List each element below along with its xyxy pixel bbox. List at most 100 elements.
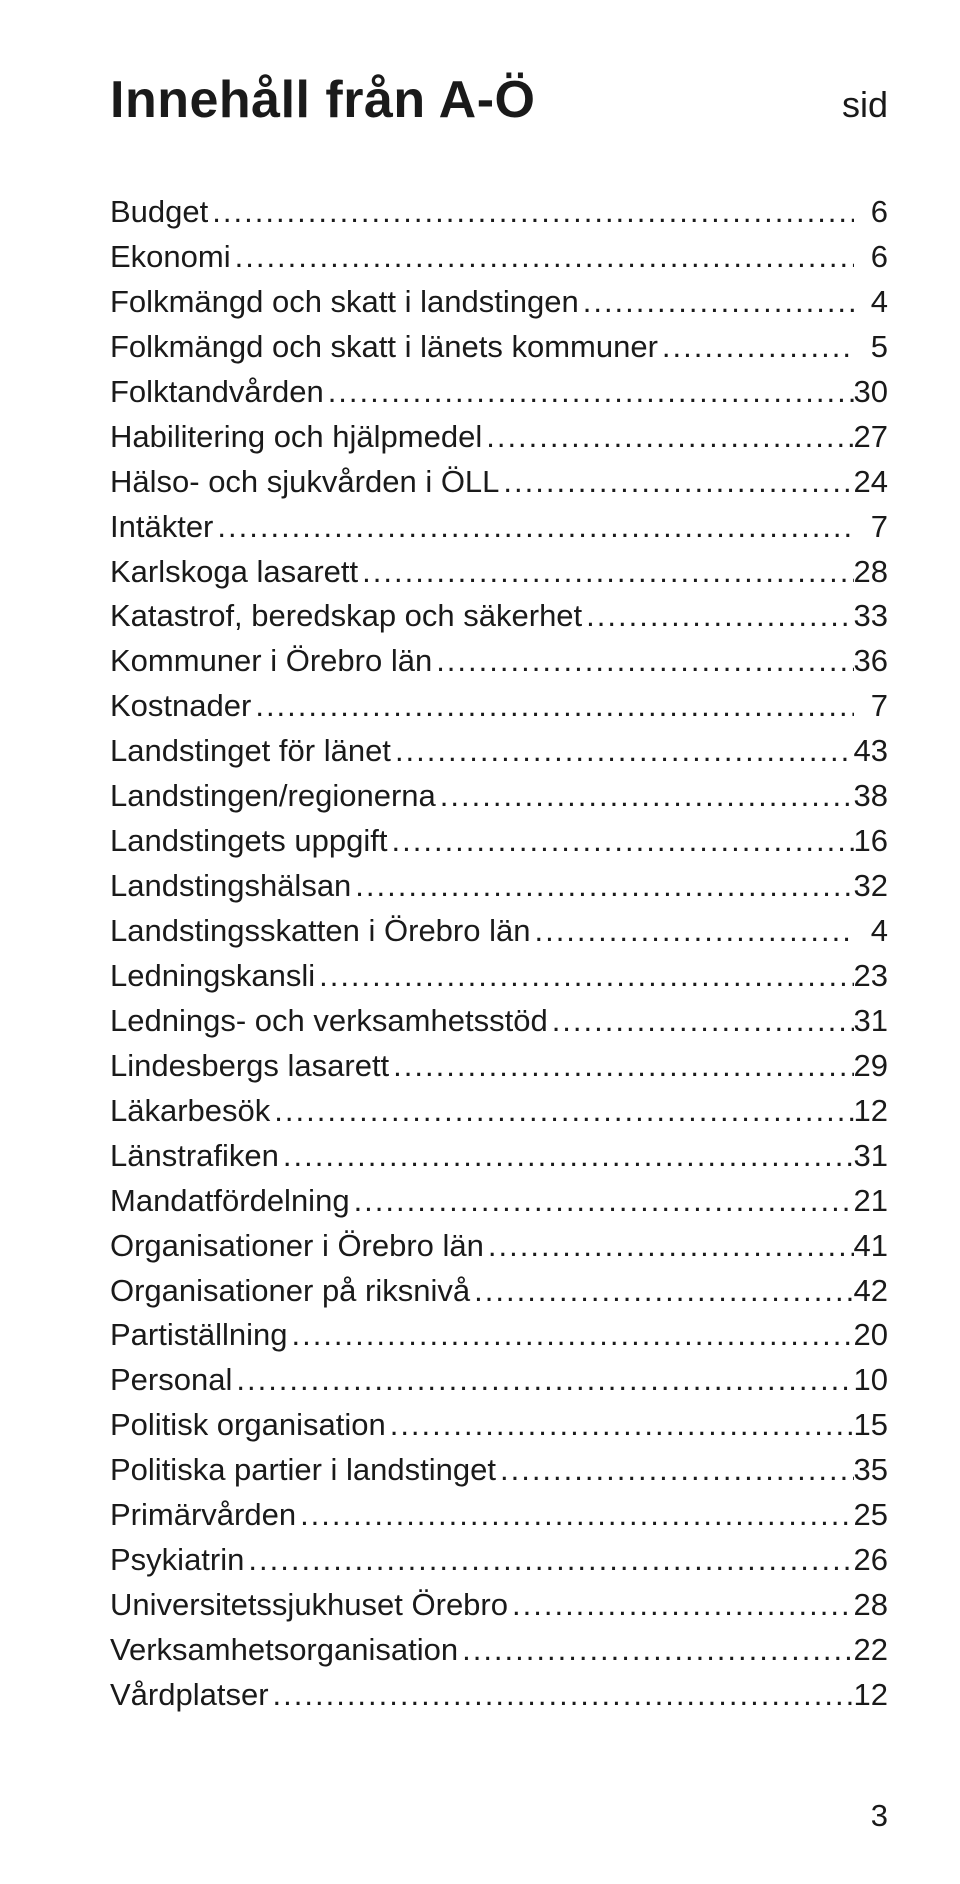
toc-entry-page: 38 <box>854 774 888 819</box>
toc-leader-dots <box>482 415 853 460</box>
toc-entry-label: Länstrafiken <box>110 1134 279 1179</box>
toc-entry-page: 20 <box>854 1313 888 1358</box>
toc-entry-page: 29 <box>854 1044 888 1089</box>
toc-leader-dots <box>287 1313 853 1358</box>
toc-entry-page: 7 <box>854 684 888 729</box>
toc-row: Folktandvården30 <box>110 370 888 415</box>
toc-entry-page: 32 <box>854 864 888 909</box>
toc-entry-label: Personal <box>110 1358 232 1403</box>
toc-entry-label: Politiska partier i landstinget <box>110 1448 496 1493</box>
toc-entry-page: 35 <box>854 1448 888 1493</box>
toc-row: Organisationer i Örebro län 41 <box>110 1224 888 1269</box>
toc-leader-dots <box>484 1224 854 1269</box>
toc-entry-page: 4 <box>854 909 888 954</box>
toc-entry-label: Landstingshälsan <box>110 864 351 909</box>
toc-leader-dots <box>548 999 854 1044</box>
toc-row: Mandatfördelning21 <box>110 1179 888 1224</box>
toc-leader-dots <box>496 1448 854 1493</box>
toc-entry-label: Landstingsskatten i Örebro län <box>110 909 530 954</box>
toc-row: Vårdplatser12 <box>110 1673 888 1718</box>
toc-row: Kommuner i Örebro län36 <box>110 639 888 684</box>
toc-entry-page: 41 <box>854 1224 888 1269</box>
toc-row: Universitetssjukhuset Örebro28 <box>110 1583 888 1628</box>
toc-row: Karlskoga lasarett28 <box>110 550 888 595</box>
toc-leader-dots <box>458 1628 853 1673</box>
toc-entry-page: 4 <box>854 280 888 325</box>
toc-leader-dots <box>232 1358 853 1403</box>
toc-entry-page: 22 <box>854 1628 888 1673</box>
toc-list: Budget6Ekonomi6Folkmängd och skatt i lan… <box>110 190 888 1718</box>
toc-row: Primärvården25 <box>110 1493 888 1538</box>
page-number: 3 <box>110 1798 888 1834</box>
toc-entry-label: Psykiatrin <box>110 1538 244 1583</box>
toc-entry-label: Verksamhetsorganisation <box>110 1628 458 1673</box>
toc-entry-label: Landstingen/regionerna <box>110 774 436 819</box>
toc-row: Kostnader 7 <box>110 684 888 729</box>
toc-leader-dots <box>658 325 854 370</box>
toc-leader-dots <box>530 909 853 954</box>
toc-leader-dots <box>391 729 854 774</box>
toc-entry-page: 28 <box>854 1583 888 1628</box>
toc-entry-label: Folkmängd och skatt i länets kommuner <box>110 325 658 370</box>
toc-entry-page: 33 <box>854 594 888 639</box>
toc-entry-label: Partiställning <box>110 1313 287 1358</box>
toc-row: Lednings- och verksamhetsstöd31 <box>110 999 888 1044</box>
toc-entry-label: Kostnader <box>110 684 251 729</box>
toc-leader-dots <box>296 1493 853 1538</box>
toc-entry-label: Ekonomi <box>110 235 231 280</box>
toc-entry-label: Intäkter <box>110 505 213 550</box>
toc-entry-page: 31 <box>854 1134 888 1179</box>
toc-entry-page: 43 <box>854 729 888 774</box>
document-page: Innehåll från A-Ö sid Budget 6Ekonomi 6 Fol… <box>0 0 960 1884</box>
toc-row: Politisk organisation 15 <box>110 1403 888 1448</box>
toc-row: Läkarbesök 12 <box>110 1089 888 1134</box>
toc-leader-dots <box>358 550 853 595</box>
toc-leader-dots <box>350 1179 854 1224</box>
toc-row: Verksamhetsorganisation 22 <box>110 1628 888 1673</box>
toc-entry-label: Landstingets uppgift <box>110 819 388 864</box>
toc-entry-label: Organisationer i Örebro län <box>110 1224 484 1269</box>
toc-row: Landstingsskatten i Örebro län 4 <box>110 909 888 954</box>
toc-entry-page: 30 <box>854 370 888 415</box>
toc-row: Personal10 <box>110 1358 888 1403</box>
toc-leader-dots <box>251 684 853 729</box>
toc-entry-page: 27 <box>854 415 888 460</box>
sid-label: sid <box>842 84 888 126</box>
toc-leader-dots <box>582 594 853 639</box>
toc-entry-label: Hälso- och sjukvården i ÖLL <box>110 460 499 505</box>
toc-row: Budget 6 <box>110 190 888 235</box>
toc-entry-page: 24 <box>854 460 888 505</box>
toc-leader-dots <box>213 505 853 550</box>
toc-entry-label: Organisationer på riksnivå <box>110 1269 470 1314</box>
toc-entry-label: Politisk organisation <box>110 1403 386 1448</box>
toc-leader-dots <box>208 190 853 235</box>
toc-leader-dots <box>470 1269 853 1314</box>
toc-row: Landstingen/regionerna 38 <box>110 774 888 819</box>
toc-leader-dots <box>315 954 853 999</box>
title-row: Innehåll från A-Ö sid <box>110 70 888 130</box>
toc-entry-label: Karlskoga lasarett <box>110 550 358 595</box>
toc-entry-label: Budget <box>110 190 208 235</box>
toc-row: Landstingshälsan 32 <box>110 864 888 909</box>
toc-entry-page: 12 <box>854 1089 888 1134</box>
page-title: Innehåll från A-Ö <box>110 70 536 130</box>
toc-entry-label: Katastrof, beredskap och säkerhet <box>110 594 582 639</box>
toc-row: Psykiatrin26 <box>110 1538 888 1583</box>
toc-leader-dots <box>579 280 854 325</box>
toc-entry-page: 6 <box>854 190 888 235</box>
toc-row: Landstingets uppgift16 <box>110 819 888 864</box>
toc-entry-label: Mandatfördelning <box>110 1179 350 1224</box>
toc-leader-dots <box>386 1403 854 1448</box>
toc-row: Ledningskansli23 <box>110 954 888 999</box>
toc-leader-dots <box>351 864 853 909</box>
toc-entry-label: Läkarbesök <box>110 1089 270 1134</box>
toc-entry-page: 23 <box>854 954 888 999</box>
toc-leader-dots <box>388 819 854 864</box>
toc-row: Habilitering och hjälpmedel27 <box>110 415 888 460</box>
toc-leader-dots <box>279 1134 854 1179</box>
toc-leader-dots <box>499 460 853 505</box>
toc-entry-label: Kommuner i Örebro län <box>110 639 432 684</box>
toc-leader-dots <box>389 1044 853 1089</box>
toc-leader-dots <box>436 774 854 819</box>
toc-entry-page: 15 <box>854 1403 888 1448</box>
